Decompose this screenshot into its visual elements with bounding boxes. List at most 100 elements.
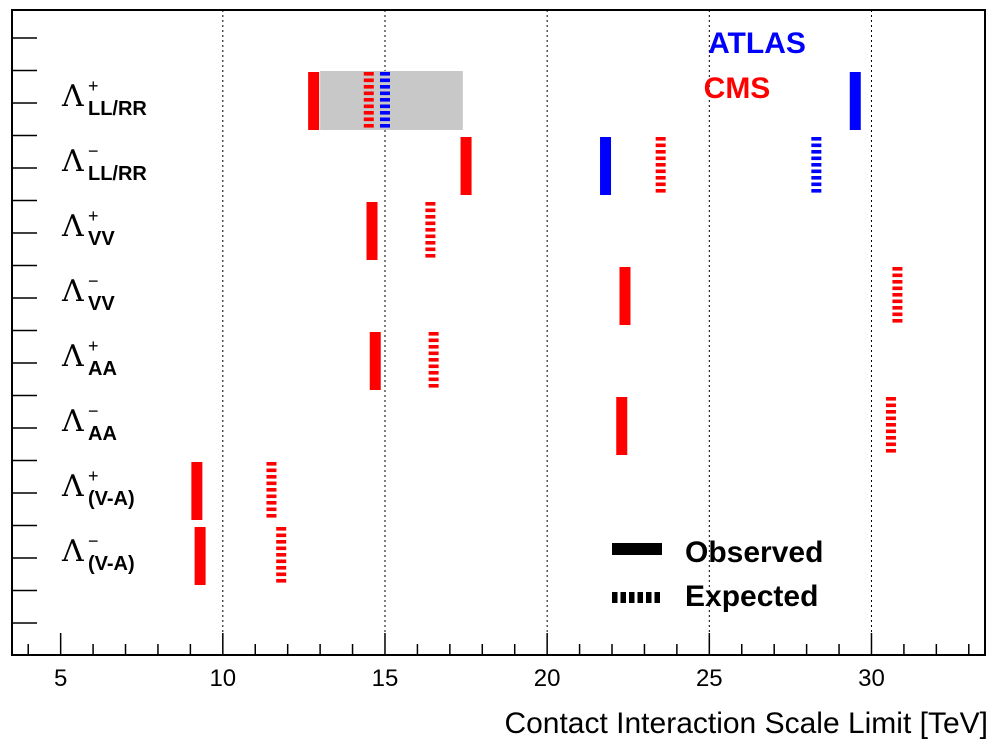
expected-dash bbox=[892, 293, 903, 297]
expected-dash bbox=[655, 143, 666, 148]
expected-dash bbox=[276, 572, 287, 577]
expected-dash bbox=[428, 384, 439, 388]
category-sup-4: + bbox=[88, 336, 99, 356]
expected-band-layer bbox=[320, 71, 463, 130]
x-axis-ticks bbox=[27, 633, 970, 655]
expected-dash bbox=[428, 332, 439, 336]
observed-marker-atlas-3 bbox=[849, 72, 861, 130]
expected-dash bbox=[276, 566, 287, 570]
expected-dash bbox=[885, 410, 896, 414]
expected-marker-cms-17 bbox=[266, 462, 277, 518]
legend-dash-segment bbox=[620, 592, 626, 603]
expected-dash bbox=[655, 150, 666, 154]
x-tick-label-25: 25 bbox=[696, 665, 723, 692]
legend-cms-label: CMS bbox=[704, 72, 771, 105]
observed-marker-cms-18 bbox=[194, 527, 206, 585]
expected-dash bbox=[892, 299, 903, 304]
expected-marker-cms-9 bbox=[425, 202, 436, 258]
expected-dash bbox=[266, 501, 277, 505]
expected-band bbox=[320, 71, 463, 130]
expected-dash bbox=[811, 143, 822, 148]
expected-dash bbox=[379, 111, 390, 115]
observed-marker-cms-10 bbox=[619, 267, 631, 325]
category-sub-5: AA bbox=[88, 423, 117, 445]
expected-dash bbox=[363, 104, 374, 109]
expected-dash bbox=[266, 462, 277, 466]
expected-dash bbox=[379, 98, 390, 102]
expected-dash bbox=[363, 98, 374, 102]
expected-marker-atlas-2 bbox=[379, 72, 390, 128]
category-sub-1: LL/RR bbox=[88, 163, 147, 185]
legend-dash-segment bbox=[612, 592, 618, 603]
expected-dash bbox=[379, 104, 390, 109]
observed-marker-cms-16 bbox=[191, 462, 203, 520]
expected-dash bbox=[428, 371, 439, 375]
category-sup-3: − bbox=[88, 271, 99, 291]
expected-dash bbox=[811, 176, 822, 180]
observed-marker-cms-14 bbox=[616, 397, 628, 455]
x-tick-label-15: 15 bbox=[372, 665, 399, 692]
expected-dash bbox=[811, 169, 822, 174]
observed-marker-cms-0 bbox=[308, 72, 320, 130]
expected-marker-cms-15 bbox=[885, 397, 896, 453]
expected-dash bbox=[266, 468, 277, 473]
observed-marker-cms-4 bbox=[460, 137, 472, 195]
category-sub-6: (V-A) bbox=[88, 488, 135, 510]
expected-dash bbox=[892, 280, 903, 284]
expected-marker-cms-19 bbox=[276, 527, 287, 583]
category-sub-2: VV bbox=[88, 228, 115, 250]
expected-dash bbox=[811, 137, 822, 141]
expected-dash bbox=[276, 559, 287, 564]
expected-dash bbox=[428, 351, 439, 356]
expected-dash bbox=[428, 364, 439, 369]
expected-dash bbox=[428, 358, 439, 362]
expected-dash bbox=[425, 247, 436, 252]
y-axis-ticks bbox=[12, 37, 37, 624]
expected-dash bbox=[379, 78, 390, 83]
category-label-4: Λ bbox=[61, 339, 84, 374]
legend-observed-swatch bbox=[612, 543, 662, 555]
category-sup-5: − bbox=[88, 401, 99, 421]
expected-dash bbox=[655, 163, 666, 167]
plot-border bbox=[11, 9, 986, 656]
observed-marker-atlas-5 bbox=[600, 137, 612, 195]
category-sub-4: AA bbox=[88, 358, 117, 380]
expected-dash bbox=[885, 442, 896, 447]
legend-observed-label: Observed bbox=[685, 536, 823, 569]
category-label-1: Λ bbox=[61, 144, 84, 179]
expected-dash bbox=[425, 202, 436, 206]
expected-dash bbox=[276, 533, 287, 538]
expected-marker-cms-1 bbox=[363, 72, 374, 128]
expected-dash bbox=[811, 189, 822, 193]
expected-dash bbox=[892, 312, 903, 317]
expected-dash bbox=[811, 163, 822, 167]
expected-dash bbox=[425, 241, 436, 245]
expected-dash bbox=[655, 137, 666, 141]
category-sup-2: + bbox=[88, 206, 99, 226]
expected-dash bbox=[276, 527, 287, 531]
expected-dash bbox=[811, 182, 822, 187]
expected-dash bbox=[425, 221, 436, 226]
x-tick-label-5: 5 bbox=[54, 665, 67, 692]
expected-dash bbox=[885, 436, 896, 440]
expected-dash bbox=[655, 182, 666, 187]
expected-dash bbox=[425, 208, 436, 213]
expected-dash bbox=[363, 85, 374, 89]
expected-dash bbox=[892, 273, 903, 278]
category-label-2: Λ bbox=[61, 209, 84, 244]
expected-dash bbox=[276, 546, 287, 551]
legend-dash-segment bbox=[654, 592, 660, 603]
x-tick-label-10: 10 bbox=[209, 665, 236, 692]
limit-markers bbox=[191, 72, 903, 585]
expected-dash bbox=[363, 117, 374, 122]
expected-dash bbox=[379, 117, 390, 122]
expected-dash bbox=[266, 494, 277, 499]
category-sub-0: LL/RR bbox=[88, 98, 147, 120]
category-sup-0: + bbox=[88, 76, 99, 96]
legend-dash-segment bbox=[646, 592, 652, 603]
observed-marker-cms-12 bbox=[369, 332, 381, 390]
expected-dash bbox=[655, 169, 666, 174]
legend-expected-label: Expected bbox=[685, 580, 818, 613]
expected-dash bbox=[379, 85, 390, 89]
expected-dash bbox=[892, 267, 903, 271]
